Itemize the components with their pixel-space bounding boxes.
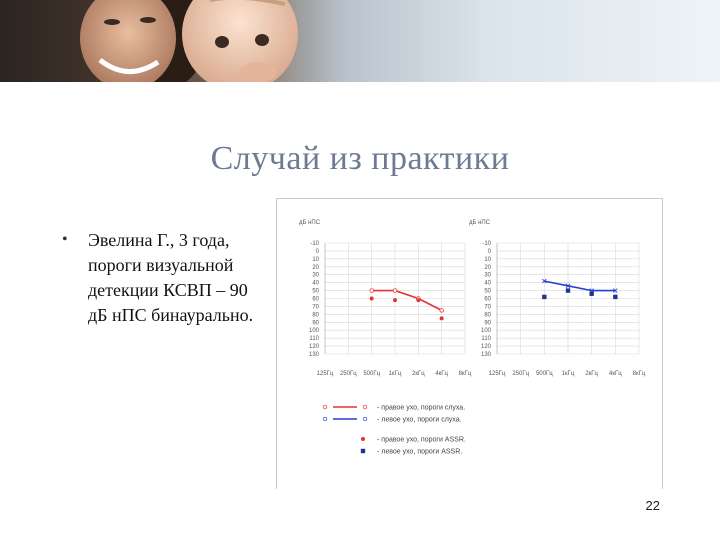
y-tick-label: 50 — [312, 289, 319, 295]
y-tick-label: 80 — [484, 312, 491, 318]
y-tick-label: 90 — [484, 320, 491, 326]
x-tick-label: 250Гц — [340, 371, 357, 377]
y-tick-label: 130 — [309, 352, 320, 358]
legend-marker — [322, 404, 328, 410]
x-tick-label: 2кГц — [585, 371, 598, 377]
y-tick-label: 70 — [312, 304, 319, 310]
legend-marker — [322, 416, 328, 422]
y-tick-label: 80 — [312, 312, 319, 318]
data-point-right-assr — [439, 316, 444, 321]
data-point-left-hearing — [565, 283, 571, 289]
x-tick-label: 2кГц — [412, 371, 425, 377]
y-tick-label: 90 — [312, 320, 319, 326]
y-tick-label: 40 — [484, 281, 491, 287]
data-point-left-assr — [565, 288, 571, 293]
y-tick-label: 50 — [484, 289, 491, 295]
y-tick-label: 60 — [484, 297, 491, 303]
data-point-left-assr — [542, 294, 547, 300]
slide-title: Случай из практики — [210, 140, 510, 177]
x-tick-label: 4кГц — [435, 371, 448, 377]
series-line-left-hearing — [544, 280, 616, 292]
y-tick-label: 120 — [309, 344, 320, 350]
y-tick-label: 10 — [312, 257, 319, 263]
data-point-right-hearing — [369, 288, 374, 293]
legend-marker — [362, 416, 368, 422]
y-tick-label: 30 — [484, 273, 491, 279]
x-tick-label: 8кГц — [459, 371, 472, 377]
legend-label: - правое ухо, пороги ASSR. — [377, 437, 466, 444]
y-tick-label: 110 — [481, 336, 491, 342]
series-line-right-hearing — [371, 289, 443, 312]
audiogram-figure: дБ нПС -10 0 10 20 30 40 50 60 70 80 90 100 110 120 130… — [276, 198, 663, 489]
y-tick-label: 0 — [316, 249, 320, 255]
audiogram-svg: дБ нПС-100102030405060708090100110120130… — [299, 220, 646, 456]
data-point-right-assr — [416, 298, 421, 303]
x-tick-label: 500Гц — [363, 371, 380, 377]
y-tick-label: 100 — [309, 328, 320, 334]
data-point-right-assr — [369, 296, 374, 301]
y-tick-label: 40 — [312, 281, 319, 287]
y-tick-label: 20 — [484, 265, 491, 271]
y-unit-label: дБ нПС — [469, 220, 491, 226]
header-photo-banner — [0, 0, 720, 82]
y-tick-label: 0 — [488, 249, 492, 255]
x-tick-label: 1кГц — [389, 371, 402, 377]
page-number: 22 — [645, 498, 660, 513]
legend-marker — [362, 404, 368, 410]
y-tick-label: -10 — [310, 241, 319, 247]
x-tick-label: 500Гц — [536, 371, 553, 377]
data-point-left-assr — [613, 294, 618, 300]
data-point-right-hearing — [392, 288, 398, 293]
x-tick-label: 125Гц — [317, 371, 334, 377]
bullet-icon: • — [62, 231, 68, 248]
y-tick-label: 70 — [484, 304, 491, 310]
case-description: Эвелина Г., 3 года, пороги визуальной де… — [88, 230, 254, 325]
x-tick-label: 4кГц — [609, 371, 622, 377]
x-tick-label: 250Гц — [512, 371, 529, 377]
x-tick-label: 125Гц — [489, 371, 506, 377]
legend-swatch-square — [360, 448, 366, 454]
y-tick-label: 100 — [481, 328, 492, 334]
data-point-right-hearing — [439, 308, 444, 313]
mother-and-baby-photo — [80, 0, 298, 82]
y-tick-label: 120 — [481, 344, 492, 350]
legend-swatch-dot — [361, 437, 365, 441]
legend: - правое ухо, пороги слуха. - левое ухо, … — [322, 404, 466, 456]
y-tick-label: 130 — [481, 352, 492, 358]
data-point-left-hearing — [542, 278, 547, 284]
y-tick-label: 110 — [309, 336, 319, 342]
x-tick-label: 8кГц — [633, 371, 646, 377]
x-tick-label: 1кГц — [562, 371, 575, 377]
legend-label: - левое ухо, пороги ASSR. — [377, 449, 462, 456]
legend-label: - левое ухо, пороги слуха. — [377, 417, 462, 424]
y-tick-label: 30 — [312, 273, 319, 279]
y-tick-label: 60 — [312, 297, 319, 303]
y-tick-label: 20 — [312, 265, 319, 271]
legend-label: - правое ухо, пороги слуха. — [377, 405, 465, 412]
y-tick-label: -10 — [482, 241, 491, 247]
data-point-right-assr — [393, 298, 397, 303]
data-point-left-assr — [589, 291, 594, 296]
y-unit-label: дБ нПС — [299, 220, 321, 226]
y-tick-label: 10 — [484, 257, 491, 263]
data-point-left-hearing — [613, 288, 618, 293]
